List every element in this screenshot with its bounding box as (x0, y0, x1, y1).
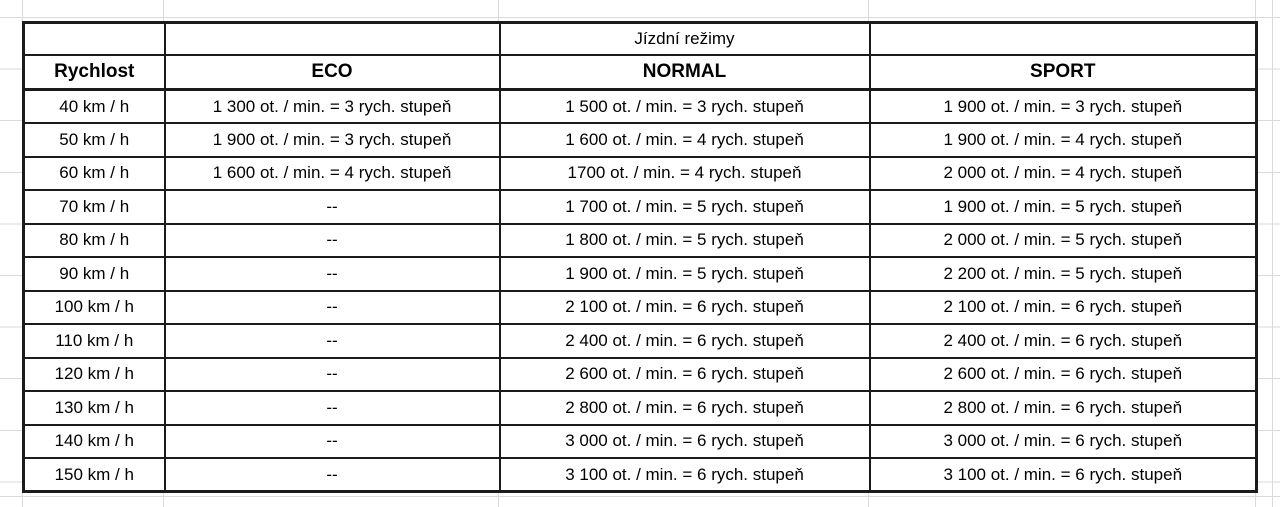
normal-cell[interactable]: 2 100 ot. / min. = 6 rych. stupeň (498, 289, 871, 325)
speed-cell[interactable]: 100 km / h (22, 289, 166, 325)
normal-cell[interactable]: 1 700 ot. / min. = 5 rych. stupeň (498, 189, 871, 225)
speed-cell[interactable]: 130 km / h (22, 390, 166, 426)
normal-cell[interactable]: 2 600 ot. / min. = 6 rych. stupeň (498, 356, 871, 392)
speed-cell[interactable]: 40 km / h (22, 88, 166, 124)
table-row: 60 km / h 1 600 ot. / min. = 4 rych. stu… (22, 155, 1258, 191)
eco-cell[interactable]: -- (163, 423, 501, 459)
table-row: 80 km / h -- 1 800 ot. / min. = 5 rych. … (22, 222, 1258, 258)
table-row: 150 km / h -- 3 100 ot. / min. = 6 rych.… (22, 457, 1258, 493)
normal-cell[interactable]: 1700 ot. / min. = 4 rych. stupeň (498, 155, 871, 191)
sport-cell[interactable]: 2 200 ot. / min. = 5 rych. stupeň (868, 256, 1258, 292)
eco-cell[interactable]: -- (163, 356, 501, 392)
sport-cell[interactable]: 2 800 ot. / min. = 6 rych. stupeň (868, 390, 1258, 426)
table-row: Jízdní režimy (22, 21, 1258, 56)
sport-cell[interactable]: 1 900 ot. / min. = 4 rych. stupeň (868, 122, 1258, 158)
normal-cell[interactable]: 3 000 ot. / min. = 6 rych. stupeň (498, 423, 871, 459)
normal-cell[interactable]: 1 500 ot. / min. = 3 rych. stupeň (498, 88, 871, 124)
sport-cell[interactable]: 3 100 ot. / min. = 6 rych. stupeň (868, 457, 1258, 493)
speed-cell[interactable]: 70 km / h (22, 189, 166, 225)
speed-cell[interactable]: 150 km / h (22, 457, 166, 493)
table-row: 120 km / h -- 2 600 ot. / min. = 6 rych.… (22, 356, 1258, 392)
eco-cell[interactable]: -- (163, 457, 501, 493)
eco-cell[interactable]: -- (163, 189, 501, 225)
header-rychlost[interactable]: Rychlost (22, 53, 166, 91)
empty-cell[interactable] (868, 21, 1258, 56)
table-row: 110 km / h -- 2 400 ot. / min. = 6 rych.… (22, 323, 1258, 359)
sport-cell[interactable]: 2 600 ot. / min. = 6 rych. stupeň (868, 356, 1258, 392)
table-header-row: Rychlost ECO NORMAL SPORT (22, 53, 1258, 91)
normal-cell[interactable]: 2 800 ot. / min. = 6 rych. stupeň (498, 390, 871, 426)
sport-cell[interactable]: 3 000 ot. / min. = 6 rych. stupeň (868, 423, 1258, 459)
eco-cell[interactable]: -- (163, 390, 501, 426)
sport-cell[interactable]: 1 900 ot. / min. = 3 rych. stupeň (868, 88, 1258, 124)
sport-cell[interactable]: 1 900 ot. / min. = 5 rych. stupeň (868, 189, 1258, 225)
speed-cell[interactable]: 60 km / h (22, 155, 166, 191)
empty-cell[interactable] (22, 21, 166, 56)
eco-cell[interactable]: -- (163, 256, 501, 292)
table-row: 50 km / h 1 900 ot. / min. = 3 rych. stu… (22, 122, 1258, 158)
sport-cell[interactable]: 2 100 ot. / min. = 6 rych. stupeň (868, 289, 1258, 325)
eco-cell[interactable]: -- (163, 289, 501, 325)
sport-cell[interactable]: 2 000 ot. / min. = 4 rych. stupeň (868, 155, 1258, 191)
speed-cell[interactable]: 120 km / h (22, 356, 166, 392)
eco-cell[interactable]: 1 900 ot. / min. = 3 rych. stupeň (163, 122, 501, 158)
table-row: 70 km / h -- 1 700 ot. / min. = 5 rych. … (22, 189, 1258, 225)
sheet-gridline-vertical (1272, 0, 1273, 507)
eco-cell[interactable]: -- (163, 222, 501, 258)
eco-cell[interactable]: 1 600 ot. / min. = 4 rych. stupeň (163, 155, 501, 191)
table-row: 100 km / h -- 2 100 ot. / min. = 6 rych.… (22, 289, 1258, 325)
header-eco[interactable]: ECO (163, 53, 501, 91)
group-header-cell[interactable]: Jízdní režimy (498, 21, 871, 56)
speed-cell[interactable]: 80 km / h (22, 222, 166, 258)
normal-cell[interactable]: 1 800 ot. / min. = 5 rych. stupeň (498, 222, 871, 258)
speed-cell[interactable]: 50 km / h (22, 122, 166, 158)
eco-cell[interactable]: -- (163, 323, 501, 359)
normal-cell[interactable]: 1 900 ot. / min. = 5 rych. stupeň (498, 256, 871, 292)
eco-cell[interactable]: 1 300 ot. / min. = 3 rych. stupeň (163, 88, 501, 124)
normal-cell[interactable]: 1 600 ot. / min. = 4 rych. stupeň (498, 122, 871, 158)
table-row: 130 km / h -- 2 800 ot. / min. = 6 rych.… (22, 390, 1258, 426)
speed-cell[interactable]: 110 km / h (22, 323, 166, 359)
table-row: 140 km / h -- 3 000 ot. / min. = 6 rych.… (22, 423, 1258, 459)
table-row: 40 km / h 1 300 ot. / min. = 3 rych. stu… (22, 88, 1258, 124)
sport-cell[interactable]: 2 000 ot. / min. = 5 rych. stupeň (868, 222, 1258, 258)
speed-cell[interactable]: 140 km / h (22, 423, 166, 459)
driving-modes-table: Jízdní režimy Rychlost ECO NORMAL SPORT … (22, 21, 1258, 493)
header-normal[interactable]: NORMAL (498, 53, 871, 91)
normal-cell[interactable]: 2 400 ot. / min. = 6 rych. stupeň (498, 323, 871, 359)
speed-cell[interactable]: 90 km / h (22, 256, 166, 292)
empty-cell[interactable] (163, 21, 501, 56)
sheet-gridline-horizontal (0, 496, 1280, 497)
table-row: 90 km / h -- 1 900 ot. / min. = 5 rych. … (22, 256, 1258, 292)
normal-cell[interactable]: 3 100 ot. / min. = 6 rych. stupeň (498, 457, 871, 493)
header-sport[interactable]: SPORT (868, 53, 1258, 91)
sport-cell[interactable]: 2 400 ot. / min. = 6 rych. stupeň (868, 323, 1258, 359)
